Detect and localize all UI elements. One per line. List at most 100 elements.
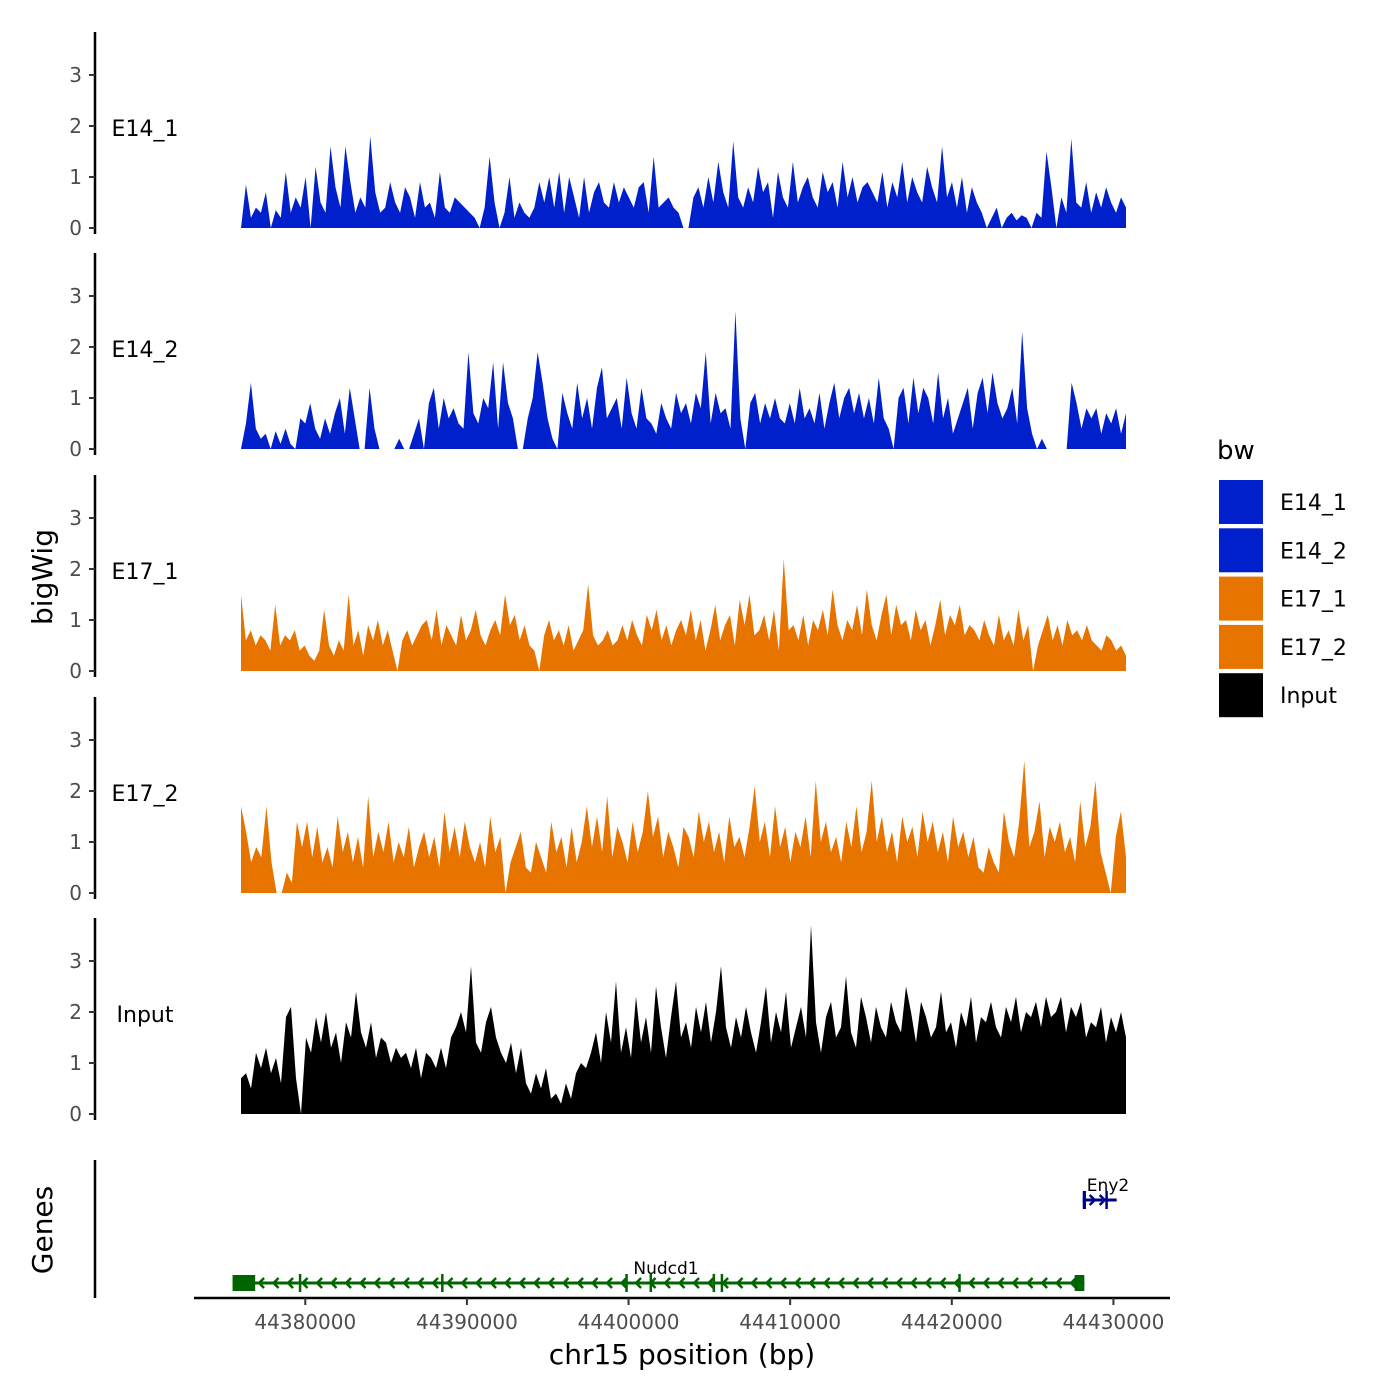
- track-label: E14_2: [112, 338, 179, 363]
- y-tick-label: 2: [69, 557, 82, 581]
- exon-mark: [649, 1274, 653, 1292]
- exon-mark: [232, 1275, 256, 1291]
- y-tick-label: 3: [69, 506, 82, 530]
- legend-swatch: [1219, 576, 1263, 621]
- track-label: E17_1: [112, 560, 179, 585]
- strand-arrow-mark: [706, 1277, 715, 1289]
- strand-arrow-mark: [764, 1277, 773, 1289]
- strand-arrow-mark: [822, 1277, 831, 1289]
- strand-arrow-mark: [445, 1277, 454, 1289]
- y-tick-label: 2: [69, 335, 82, 359]
- y-tick-label: 2: [69, 779, 82, 803]
- strand-arrow-mark: [996, 1277, 1005, 1289]
- strand-arrow-mark: [387, 1277, 396, 1289]
- x-axis: 44380000 44390000 44400000 44410000 44420000…: [194, 1296, 1170, 1334]
- legend-item-e17-1: E17_1: [1219, 576, 1347, 621]
- y-tick-label: 0: [69, 1102, 82, 1126]
- track-e17-2: 0 1 2 3 E17_2: [69, 697, 1126, 905]
- legend-swatch: [1219, 480, 1263, 524]
- area-input: [241, 925, 1126, 1114]
- strand-arrow-mark: [692, 1277, 700, 1289]
- strand-arrow-mark: [286, 1277, 294, 1289]
- y-tick-label: 1: [69, 608, 82, 632]
- strand-arrow-mark: [431, 1277, 439, 1289]
- strand-arrow-mark: [315, 1277, 323, 1289]
- strand-arrow-mark: [402, 1277, 410, 1289]
- gene-label: Eny2: [1087, 1176, 1129, 1196]
- legend: E14_1 E14_2 E17_1 E17_2 Input: [1219, 480, 1347, 718]
- strand-arrow-mark: [518, 1277, 526, 1289]
- y-tick-label: 2: [69, 1000, 82, 1024]
- strand-arrow-mark: [358, 1277, 367, 1289]
- exon-mark: [720, 1274, 724, 1292]
- strand-arrow-mark: [460, 1277, 468, 1289]
- strand-arrow-mark: [1011, 1277, 1019, 1289]
- x-tick-label: 44420000: [901, 1310, 1003, 1334]
- strand-arrow-mark: [329, 1277, 338, 1289]
- strand-arrow-mark: [416, 1277, 425, 1289]
- strand-arrow-mark: [808, 1277, 816, 1289]
- track-label: E17_2: [112, 782, 179, 807]
- exon-mark: [1082, 1191, 1086, 1209]
- track-e17-1: 0 1 2 3 E17_1: [69, 475, 1126, 683]
- legend-item-e17-2: E17_2: [1219, 624, 1347, 669]
- legend-item-input: Input: [1219, 673, 1337, 718]
- strand-arrow-mark: [1069, 1277, 1077, 1289]
- tracks-area: 0 1 2 3 E14_1 0 1 2 3 E14_2 0 1 2 3 E17_1 0 1 2 3 E17_2 0 1 2 3…: [69, 32, 1126, 1126]
- area-e17-2: [241, 760, 1126, 893]
- strand-arrow-mark: [503, 1277, 512, 1289]
- strand-arrow-mark: [547, 1277, 555, 1289]
- y-tick-label: 1: [69, 1051, 82, 1075]
- strand-arrow-mark: [851, 1277, 860, 1289]
- strand-arrow-mark: [750, 1277, 758, 1289]
- legend-swatch: [1219, 624, 1263, 669]
- strand-arrow-mark: [938, 1277, 947, 1289]
- strand-arrow-mark: [1025, 1277, 1034, 1289]
- legend-label: E17_2: [1280, 636, 1347, 661]
- legend-label: E14_1: [1280, 491, 1347, 516]
- x-tick-label: 44380000: [254, 1310, 356, 1334]
- strand-arrow-mark: [793, 1277, 802, 1289]
- strand-arrow-mark: [576, 1277, 584, 1289]
- y-tick-label: 3: [69, 284, 82, 308]
- track-label: Input: [117, 1003, 174, 1028]
- legend-item-e14-2: E14_2: [1219, 528, 1347, 573]
- strand-arrow-mark: [271, 1277, 280, 1289]
- strand-arrow-mark: [677, 1277, 686, 1289]
- strand-arrow-mark: [344, 1277, 352, 1289]
- strand-arrow-mark: [532, 1277, 541, 1289]
- gene-label: Nudcd1: [633, 1259, 698, 1279]
- exon-mark: [1105, 1191, 1108, 1209]
- x-tick-label: 44430000: [1063, 1310, 1165, 1334]
- strand-arrow-mark: [895, 1277, 903, 1289]
- strand-arrow-mark: [663, 1277, 671, 1289]
- strand-arrow-mark: [257, 1277, 265, 1289]
- legend-item-e14-1: E14_1: [1219, 480, 1347, 524]
- legend-label: E17_1: [1280, 588, 1347, 613]
- gene-nudcd1: Nudcd1: [232, 1259, 1085, 1292]
- exon-mark: [958, 1274, 961, 1292]
- strand-arrow-mark: [300, 1277, 309, 1289]
- strand-arrow-mark: [489, 1277, 497, 1289]
- y-tick-label: 0: [69, 216, 82, 240]
- track-e14-1: 0 1 2 3 E14_1: [69, 32, 1126, 240]
- strand-arrow-mark: [1098, 1194, 1107, 1206]
- y-tick-label: 3: [69, 949, 82, 973]
- track-e14-2: 0 1 2 3 E14_2: [69, 253, 1126, 461]
- area-e14-1: [241, 136, 1126, 228]
- y-tick-label: 3: [69, 728, 82, 752]
- y-tick-label: 1: [69, 830, 82, 854]
- y-tick-label: 0: [69, 659, 82, 683]
- genes-track: Nudcd1 Eny2: [93, 1160, 1129, 1298]
- x-tick-label: 44390000: [416, 1310, 518, 1334]
- exon-mark: [1074, 1275, 1085, 1291]
- legend-label: E14_2: [1280, 539, 1347, 564]
- exon-mark: [298, 1274, 302, 1292]
- strand-arrow-mark: [909, 1277, 918, 1289]
- strand-arrow-mark: [1040, 1277, 1048, 1289]
- strand-arrow-mark: [373, 1277, 381, 1289]
- exon-mark: [625, 1274, 628, 1292]
- strand-arrow-mark: [605, 1277, 613, 1289]
- strand-arrow-mark: [590, 1277, 599, 1289]
